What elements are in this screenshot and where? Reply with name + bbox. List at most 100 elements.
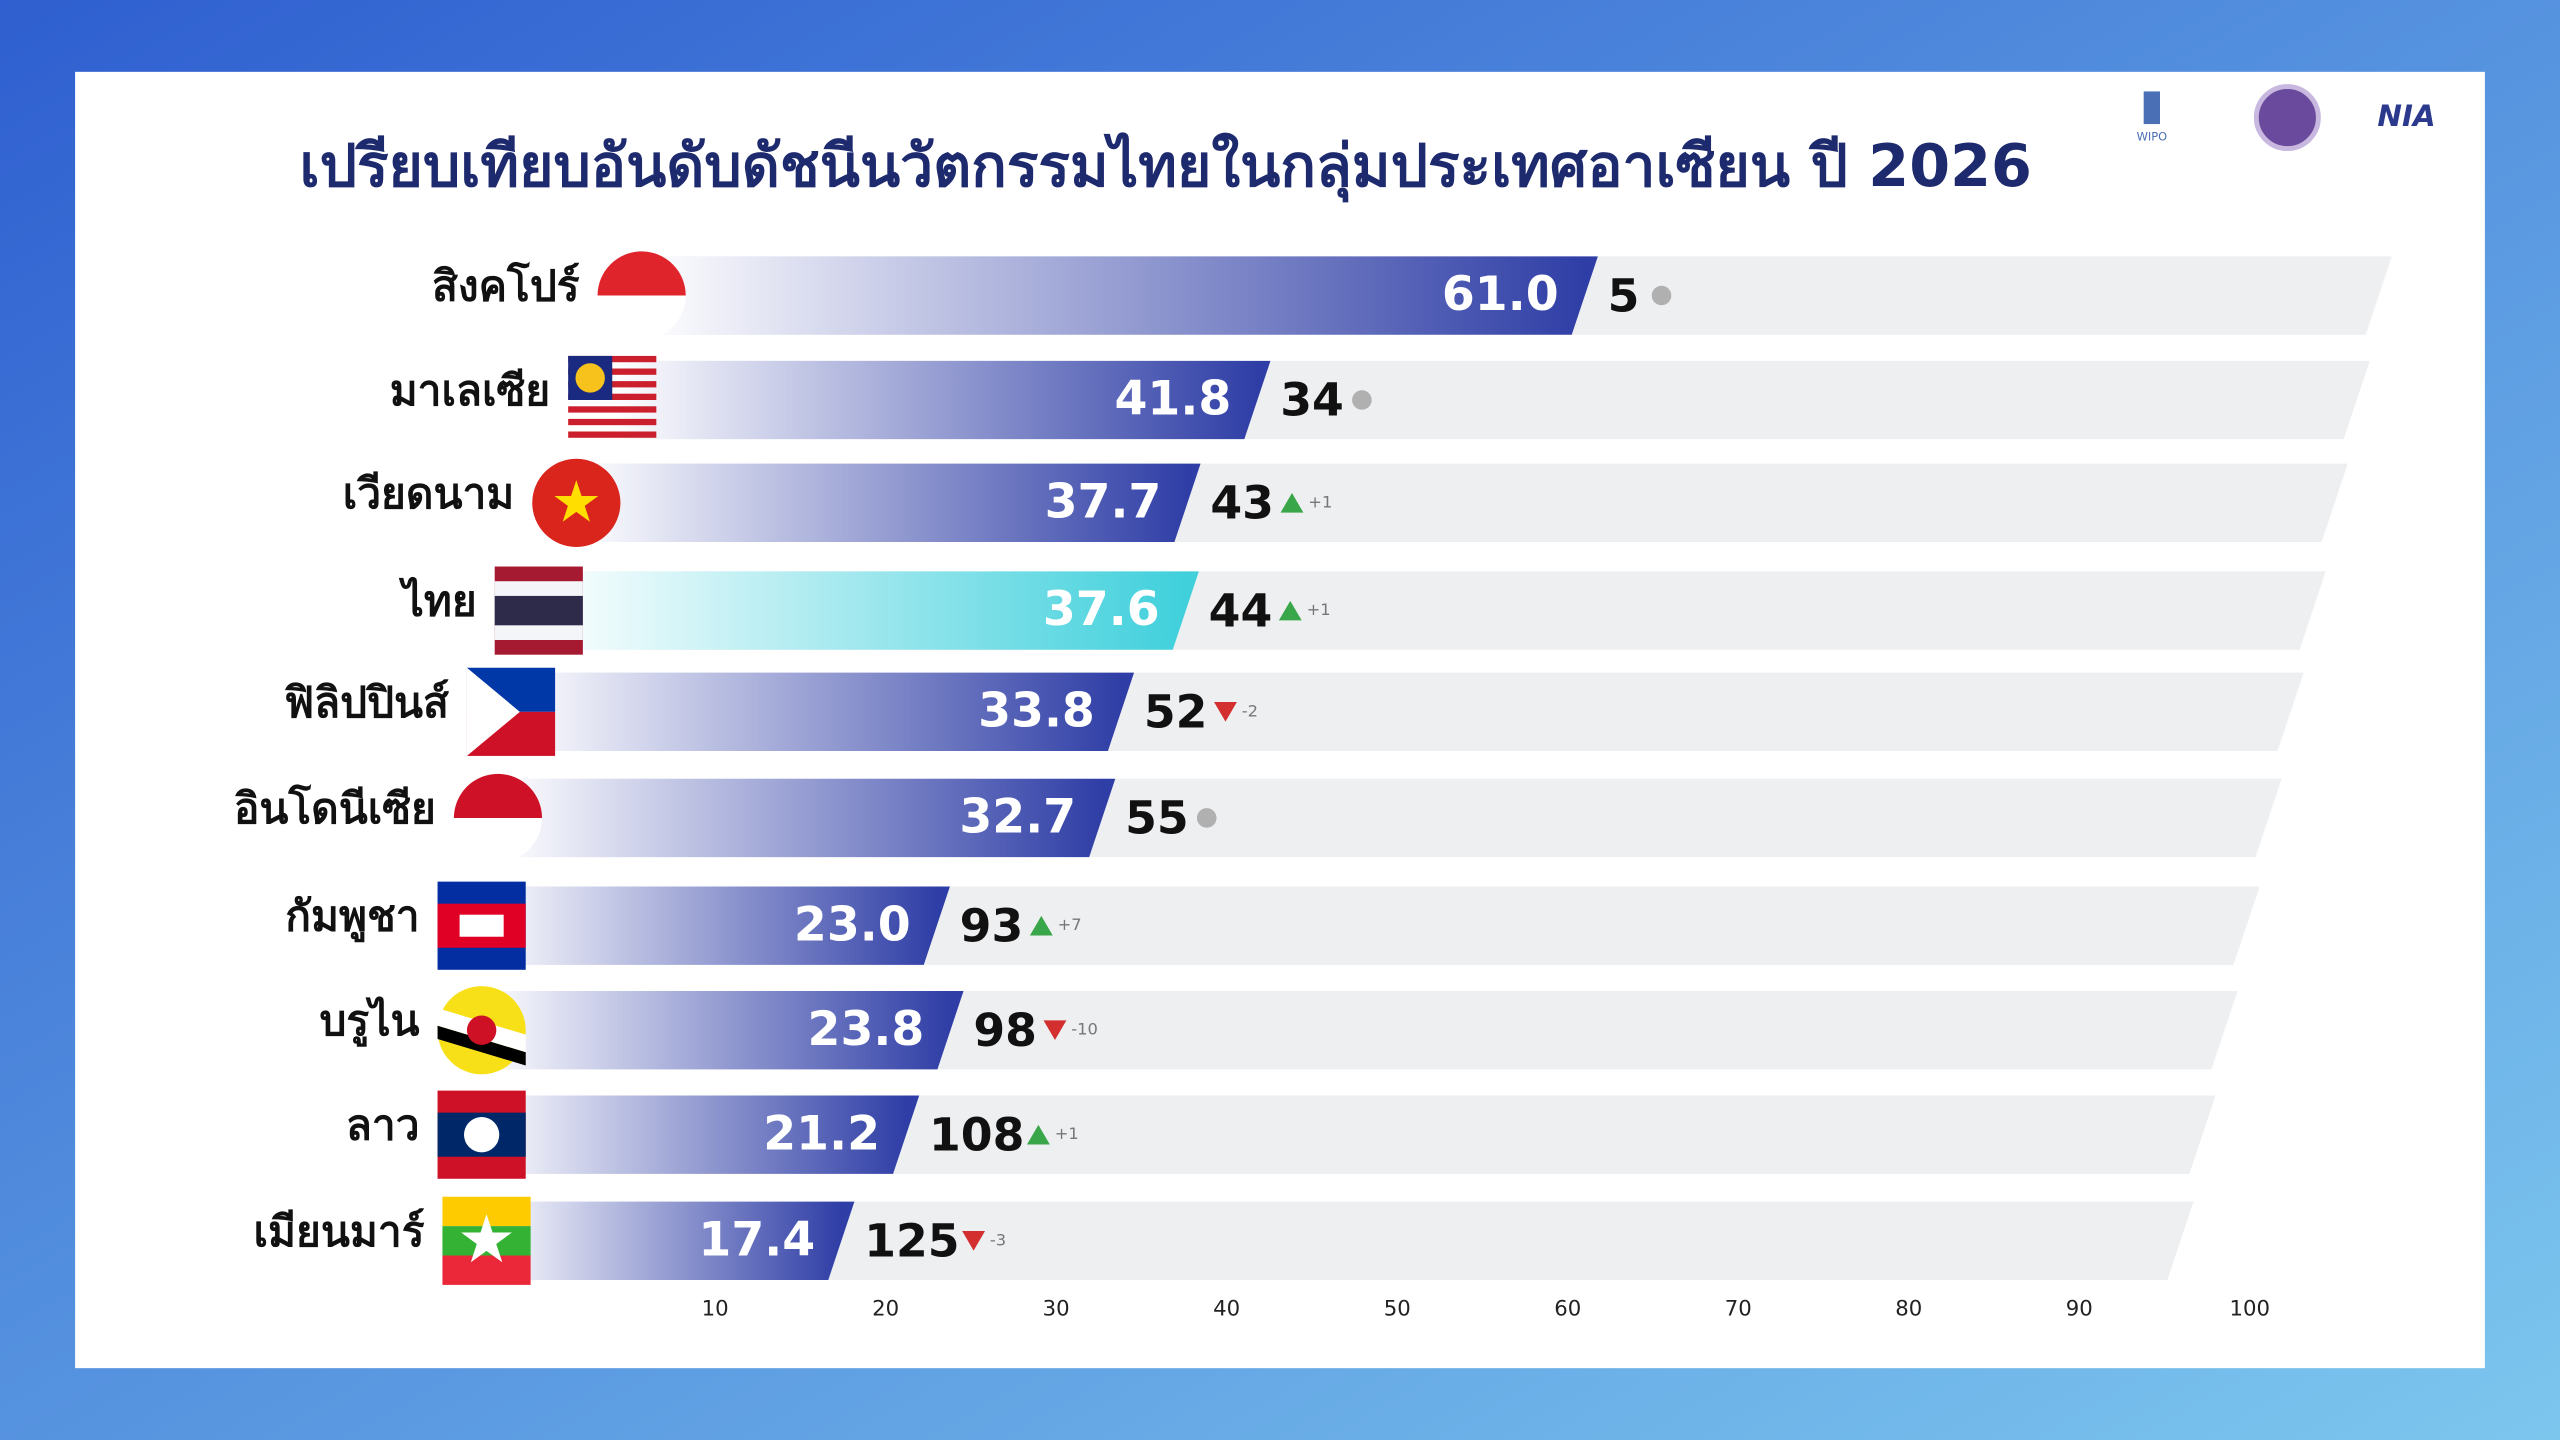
value-label: 33.8 [978, 683, 1095, 738]
flag-part [575, 363, 605, 393]
category-label: ลาว [346, 1102, 420, 1151]
flag [494, 566, 583, 655]
bar [641, 256, 1598, 335]
bar [612, 360, 1271, 440]
flag-part [597, 251, 686, 296]
x-tick-label: 10 [702, 1296, 729, 1321]
x-tick-label: 20 [872, 1296, 899, 1321]
flag: ★ [442, 1196, 531, 1285]
rank-label: 93 [960, 899, 1024, 952]
x-tick-label: 80 [1895, 1296, 1922, 1321]
flag [437, 881, 526, 970]
flag [453, 773, 543, 863]
rank-change-label: -10 [1071, 1020, 1098, 1039]
flag-part: ★ [457, 1201, 516, 1278]
x-tick-label: 100 [2230, 1296, 2271, 1321]
category-label: เวียดนาม [343, 470, 515, 519]
rank-label: 55 [1125, 792, 1189, 845]
chart-title: เปรียบเทียบอันดับดัชนีนวัตกรรมไทยในกลุ่ม… [300, 131, 2032, 203]
value-label: 23.8 [808, 1002, 925, 1057]
no-change-dot [1651, 285, 1672, 306]
up-arrow [1029, 915, 1053, 936]
category-label: อินโดนีเซีย [234, 783, 436, 834]
flag-part [532, 458, 621, 547]
value-label: 23.0 [794, 897, 911, 952]
up-arrow [1280, 493, 1304, 513]
down-arrow [1043, 1020, 1067, 1040]
x-tick-label: 50 [1384, 1296, 1411, 1321]
no-change-dot [1196, 808, 1217, 828]
rank-label: 5 [1608, 269, 1640, 322]
no-change-dot [1352, 390, 1372, 410]
bar [511, 672, 1135, 752]
flag-part [459, 914, 504, 937]
logo-text: WIPO [2137, 130, 2168, 144]
category-label: บรูไน [319, 996, 419, 1047]
bar [486, 1201, 855, 1280]
flag-part [466, 667, 520, 756]
category-label: ไทย [399, 577, 477, 627]
flag-part [437, 1025, 526, 1066]
rank-change-label: -3 [990, 1230, 1006, 1249]
value-label: 32.7 [959, 790, 1076, 845]
flag-part [466, 1015, 497, 1045]
rank-change-label: +1 [1308, 492, 1332, 511]
flag [437, 986, 526, 1075]
up-arrow [1026, 1124, 1050, 1145]
x-tick-label: 90 [2066, 1296, 2093, 1321]
flag-part [464, 1117, 500, 1153]
flag [568, 355, 657, 438]
flag-part: ★ [551, 469, 602, 536]
value-label: 17.4 [698, 1212, 815, 1267]
bar-track [486, 1201, 2194, 1280]
flag-part [568, 418, 657, 426]
x-tick-label: 60 [1554, 1296, 1581, 1321]
value-label: 21.2 [763, 1106, 880, 1161]
rank-label: 98 [973, 1004, 1037, 1057]
rank-label: 52 [1144, 686, 1208, 739]
rank-label: 108 [929, 1108, 1024, 1161]
rank-label: 44 [1209, 584, 1273, 637]
rank-label: 125 [864, 1215, 959, 1268]
flag [437, 1090, 526, 1179]
logo-nia: NIA [2377, 99, 2435, 133]
up-arrow [1278, 600, 1302, 621]
logo-seal [2253, 84, 2321, 152]
flag-part [442, 1196, 531, 1227]
flag-part [568, 431, 657, 438]
rank-change-label: +1 [1055, 1124, 1079, 1143]
bar [481, 1095, 920, 1174]
rank-change-label: +7 [1058, 915, 1082, 934]
value-label: 37.7 [1045, 474, 1162, 529]
x-tick-label: 70 [1725, 1296, 1752, 1321]
category-label: กัมพูชา [285, 893, 419, 943]
bar [497, 778, 1116, 858]
logo-shape [2143, 91, 2160, 125]
category-label: เมียนมาร์ [254, 1207, 425, 1257]
value-label: 61.0 [1442, 267, 1559, 322]
flag [597, 251, 686, 340]
bar [576, 463, 1201, 543]
flag-part [453, 773, 543, 818]
category-label: สิงคโปร์ [432, 260, 580, 311]
x-tick-label: 30 [1043, 1296, 1070, 1321]
flag-part [494, 595, 583, 626]
value-label: 37.6 [1043, 582, 1160, 637]
down-arrow [962, 1231, 986, 1251]
rank-label: 43 [1210, 477, 1274, 530]
value-label: 41.8 [1114, 372, 1231, 427]
rank-change-label: +1 [1307, 600, 1331, 619]
bar-track [481, 1095, 2216, 1174]
bar [481, 991, 964, 1070]
flag-part [568, 406, 657, 413]
flag: ★ [532, 458, 621, 547]
flag-part [442, 1226, 531, 1256]
bar [538, 571, 1199, 650]
x-tick-label: 40 [1213, 1296, 1240, 1321]
category-label: มาเลเซีย [390, 367, 551, 416]
flag [466, 667, 556, 756]
rank-label: 34 [1280, 374, 1344, 427]
rank-change-label: -2 [1242, 701, 1258, 720]
